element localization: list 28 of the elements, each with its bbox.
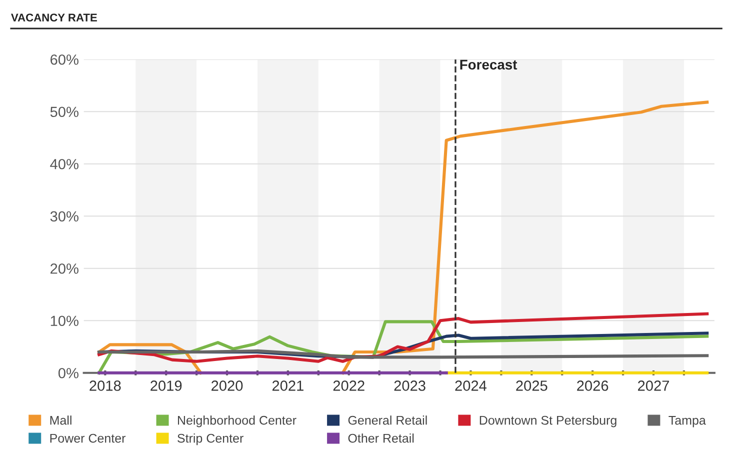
legend-label: Other Retail bbox=[348, 434, 414, 443]
legend-label: General Retail bbox=[348, 416, 427, 425]
y-tick-label: 20% bbox=[50, 263, 78, 274]
x-tick-label: 2026 bbox=[577, 380, 608, 391]
legend-label: Mall bbox=[50, 416, 72, 425]
x-tick-label: 2023 bbox=[394, 380, 426, 391]
legend-label: Neighborhood Center bbox=[178, 416, 296, 428]
x-tick-label: 2024 bbox=[455, 380, 487, 391]
line-series bbox=[98, 349, 709, 359]
y-tick-label: 40% bbox=[50, 158, 78, 170]
y-tick-label: 60% bbox=[50, 54, 78, 65]
x-tick-label: 2020 bbox=[212, 380, 243, 391]
legend-label: Tampa bbox=[668, 416, 706, 428]
y-tick-label: 50% bbox=[50, 106, 78, 118]
y-tick-label: 10% bbox=[50, 316, 78, 326]
x-tick-label: 2019 bbox=[150, 380, 182, 391]
x-tick-label: 2022 bbox=[333, 380, 364, 391]
legend-label: Power Center bbox=[50, 434, 126, 443]
y-tick-label: 0% bbox=[58, 368, 78, 378]
ref-line-label: Forecast bbox=[460, 60, 518, 70]
x-tick-label: 2025 bbox=[516, 380, 548, 391]
x-tick-label: 2021 bbox=[272, 380, 304, 391]
y-tick-label: 30% bbox=[50, 211, 78, 222]
legend-label: Downtown St Petersburg bbox=[480, 416, 616, 428]
chart-title: VACANCY RATE bbox=[11, 14, 97, 22]
x-tick-label: 2027 bbox=[638, 380, 669, 391]
legend-label: Strip Center bbox=[178, 434, 244, 446]
x-tick-label: 2018 bbox=[90, 380, 121, 391]
